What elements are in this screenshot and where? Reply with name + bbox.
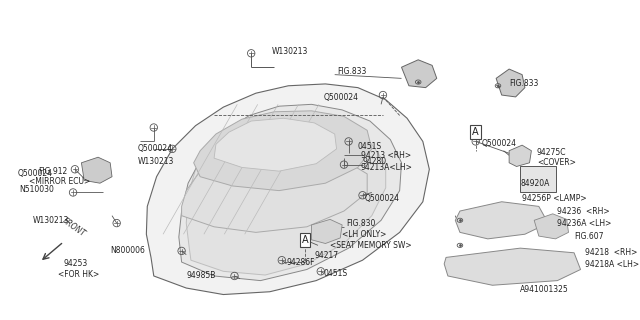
Polygon shape	[509, 145, 531, 166]
Text: N800006: N800006	[110, 246, 145, 255]
Text: Q500024: Q500024	[481, 139, 516, 148]
Text: 94286F: 94286F	[287, 258, 315, 267]
Text: Q500024: Q500024	[324, 93, 358, 102]
Polygon shape	[401, 60, 436, 88]
Polygon shape	[182, 153, 367, 232]
Text: Q500024: Q500024	[138, 144, 173, 153]
Polygon shape	[81, 157, 112, 183]
Text: 94218A <LH>: 94218A <LH>	[585, 260, 639, 269]
Text: A941001325: A941001325	[520, 285, 569, 294]
Polygon shape	[186, 112, 386, 275]
Bar	[520, 166, 556, 192]
Polygon shape	[496, 69, 525, 97]
Text: W130213: W130213	[138, 157, 174, 166]
Text: Q500024: Q500024	[17, 169, 52, 179]
Text: W130213: W130213	[33, 216, 70, 225]
Text: 84920A: 84920A	[520, 179, 550, 188]
Text: <MIRROR ECU>: <MIRROR ECU>	[29, 177, 90, 186]
Text: 94236A <LH>: 94236A <LH>	[557, 219, 612, 228]
Text: A: A	[472, 127, 479, 137]
Text: <COVER>: <COVER>	[537, 158, 576, 167]
Text: FIG.912: FIG.912	[38, 167, 67, 176]
Polygon shape	[147, 84, 429, 294]
Polygon shape	[214, 118, 337, 171]
Text: <FOR HK>: <FOR HK>	[58, 270, 99, 279]
Text: 94256P <LAMP>: 94256P <LAMP>	[522, 195, 587, 204]
Text: 94253: 94253	[64, 260, 88, 268]
Polygon shape	[179, 104, 401, 281]
Polygon shape	[444, 248, 580, 285]
Polygon shape	[312, 220, 342, 244]
Polygon shape	[194, 111, 372, 191]
Text: <LH ONLY>: <LH ONLY>	[342, 230, 387, 239]
Text: 0451S: 0451S	[358, 141, 382, 151]
Text: W130213: W130213	[271, 47, 308, 56]
Polygon shape	[534, 214, 568, 239]
Text: Q500024: Q500024	[364, 195, 399, 204]
Text: A: A	[301, 235, 308, 245]
Text: FIG.833: FIG.833	[337, 67, 367, 76]
Text: <SEAT MEMORY SW>: <SEAT MEMORY SW>	[330, 241, 412, 250]
Text: 0451S: 0451S	[324, 269, 348, 278]
Text: FIG.833: FIG.833	[509, 79, 538, 88]
Text: N510030: N510030	[19, 185, 54, 194]
Text: 94280: 94280	[362, 157, 387, 166]
Text: FRONT: FRONT	[61, 217, 88, 239]
Polygon shape	[455, 202, 548, 239]
Text: FIG.607: FIG.607	[574, 232, 604, 241]
Text: 94275C: 94275C	[537, 148, 566, 157]
Text: 94217: 94217	[314, 251, 339, 260]
Text: 94985B: 94985B	[186, 271, 216, 280]
Text: 94236  <RH>: 94236 <RH>	[557, 206, 610, 216]
Text: 94213A<LH>: 94213A<LH>	[361, 163, 413, 172]
Text: FIG.830: FIG.830	[346, 219, 375, 228]
Text: 94213 <RH>: 94213 <RH>	[361, 151, 411, 160]
Text: 94218  <RH>: 94218 <RH>	[585, 248, 637, 257]
